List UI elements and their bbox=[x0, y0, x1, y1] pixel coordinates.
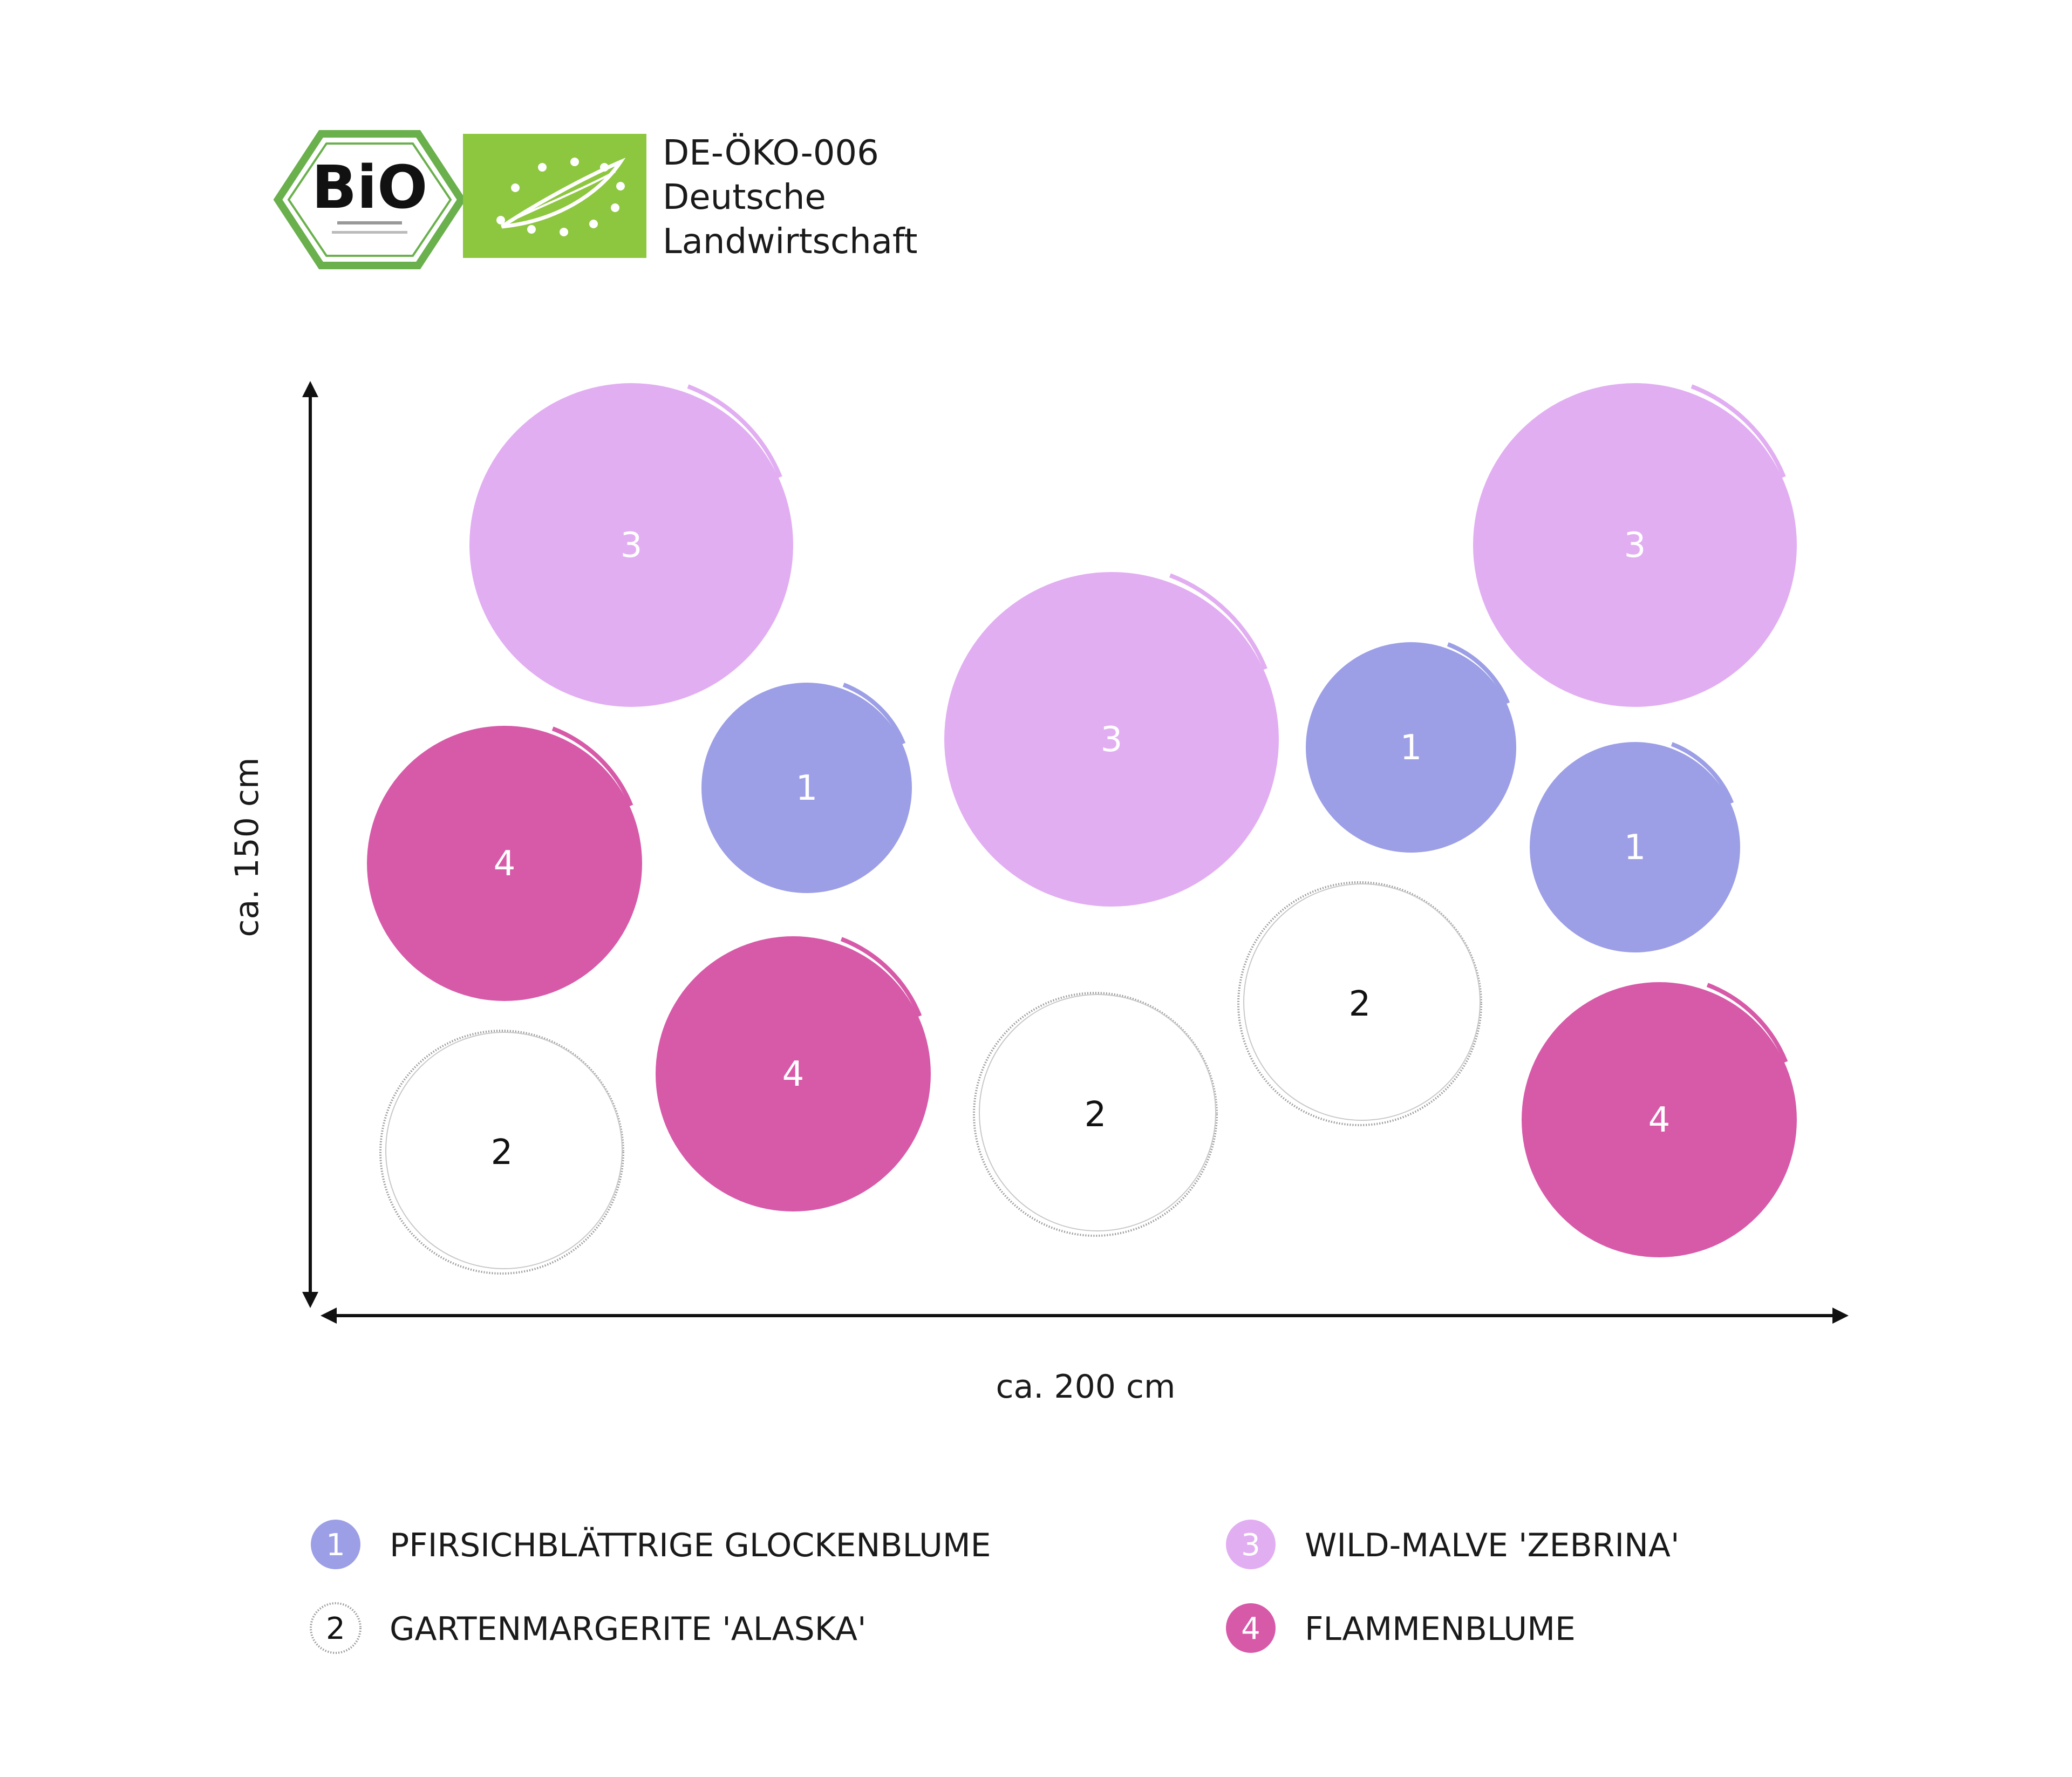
legend-plant-name: FLAMMENBLUME bbox=[1305, 1610, 1576, 1648]
plant-circle-4: 4 bbox=[367, 726, 642, 1001]
plant-circle-3: 3 bbox=[944, 572, 1279, 907]
plant-number-label: 2 bbox=[491, 1133, 513, 1173]
plant-number-label: 1 bbox=[1624, 828, 1646, 868]
plant-number-label: 3 bbox=[1624, 526, 1646, 566]
plant-circle-1: 1 bbox=[1530, 742, 1740, 952]
plant-number-label: 4 bbox=[782, 1054, 805, 1094]
legend-number: 4 bbox=[1241, 1611, 1260, 1646]
width-label: ca. 200 cm bbox=[996, 1368, 1176, 1406]
plant-circle-2: 2 bbox=[379, 1030, 624, 1275]
plant-number-label: 1 bbox=[796, 768, 818, 808]
plant-number-label: 4 bbox=[1648, 1100, 1671, 1140]
plant-legend: 1 PFIRSICHBLÄTTRIGE GLOCKENBLUME 2 GARTENMA… bbox=[310, 1520, 1679, 1654]
certification-text: DE-ÖKO-006 Deutsche Landwirtschaft bbox=[663, 133, 917, 262]
legend-item-2: 2 GARTENMARGERITE 'ALASKA' bbox=[310, 1602, 867, 1654]
plant-number-label: 3 bbox=[621, 526, 643, 566]
bio-seal-logo: BiO bbox=[273, 130, 466, 269]
plant-circle-4: 4 bbox=[656, 936, 931, 1211]
plant-circle-3: 3 bbox=[469, 383, 793, 707]
legend-number: 1 bbox=[326, 1528, 345, 1563]
legend-plant-name: PFIRSICHBLÄTTRIGE GLOCKENBLUME bbox=[390, 1526, 991, 1564]
plant-number-label: 1 bbox=[1400, 728, 1422, 768]
plant-circle-3: 3 bbox=[1473, 383, 1797, 707]
plant-number-label: 2 bbox=[1349, 984, 1371, 1024]
bio-logo-text: BiO bbox=[311, 153, 427, 222]
legend-plant-name: WILD-MALVE 'ZEBRINA' bbox=[1305, 1527, 1679, 1564]
legend-item-4: 4 FLAMMENBLUME bbox=[1226, 1603, 1576, 1653]
eu-organic-leaf-logo bbox=[463, 134, 646, 258]
legend-number: 2 bbox=[326, 1611, 345, 1646]
plant-number-label: 4 bbox=[494, 844, 516, 884]
legend-number: 3 bbox=[1241, 1528, 1260, 1563]
plant-circle-1: 1 bbox=[701, 683, 912, 893]
plant-circle-2: 2 bbox=[1237, 881, 1482, 1126]
plant-number-label: 3 bbox=[1101, 720, 1123, 760]
certification-line: Deutsche bbox=[663, 178, 826, 217]
plant-circle-2: 2 bbox=[973, 992, 1218, 1237]
height-label: ca. 150 cm bbox=[228, 758, 266, 937]
plant-circle-1: 1 bbox=[1306, 642, 1516, 853]
certification-line: Landwirtschaft bbox=[663, 222, 917, 262]
planting-circles: 3 3 3 1 1 1 4 4 4 2 2 2 bbox=[367, 383, 1797, 1275]
certification-line: DE-ÖKO-006 bbox=[663, 133, 879, 173]
plant-number-label: 2 bbox=[1085, 1095, 1107, 1135]
legend-plant-name: GARTENMARGERITE 'ALASKA' bbox=[390, 1610, 867, 1648]
plant-circle-4: 4 bbox=[1522, 982, 1797, 1257]
legend-item-1: 1 PFIRSICHBLÄTTRIGE GLOCKENBLUME bbox=[311, 1520, 991, 1569]
legend-item-3: 3 WILD-MALVE 'ZEBRINA' bbox=[1226, 1520, 1679, 1569]
